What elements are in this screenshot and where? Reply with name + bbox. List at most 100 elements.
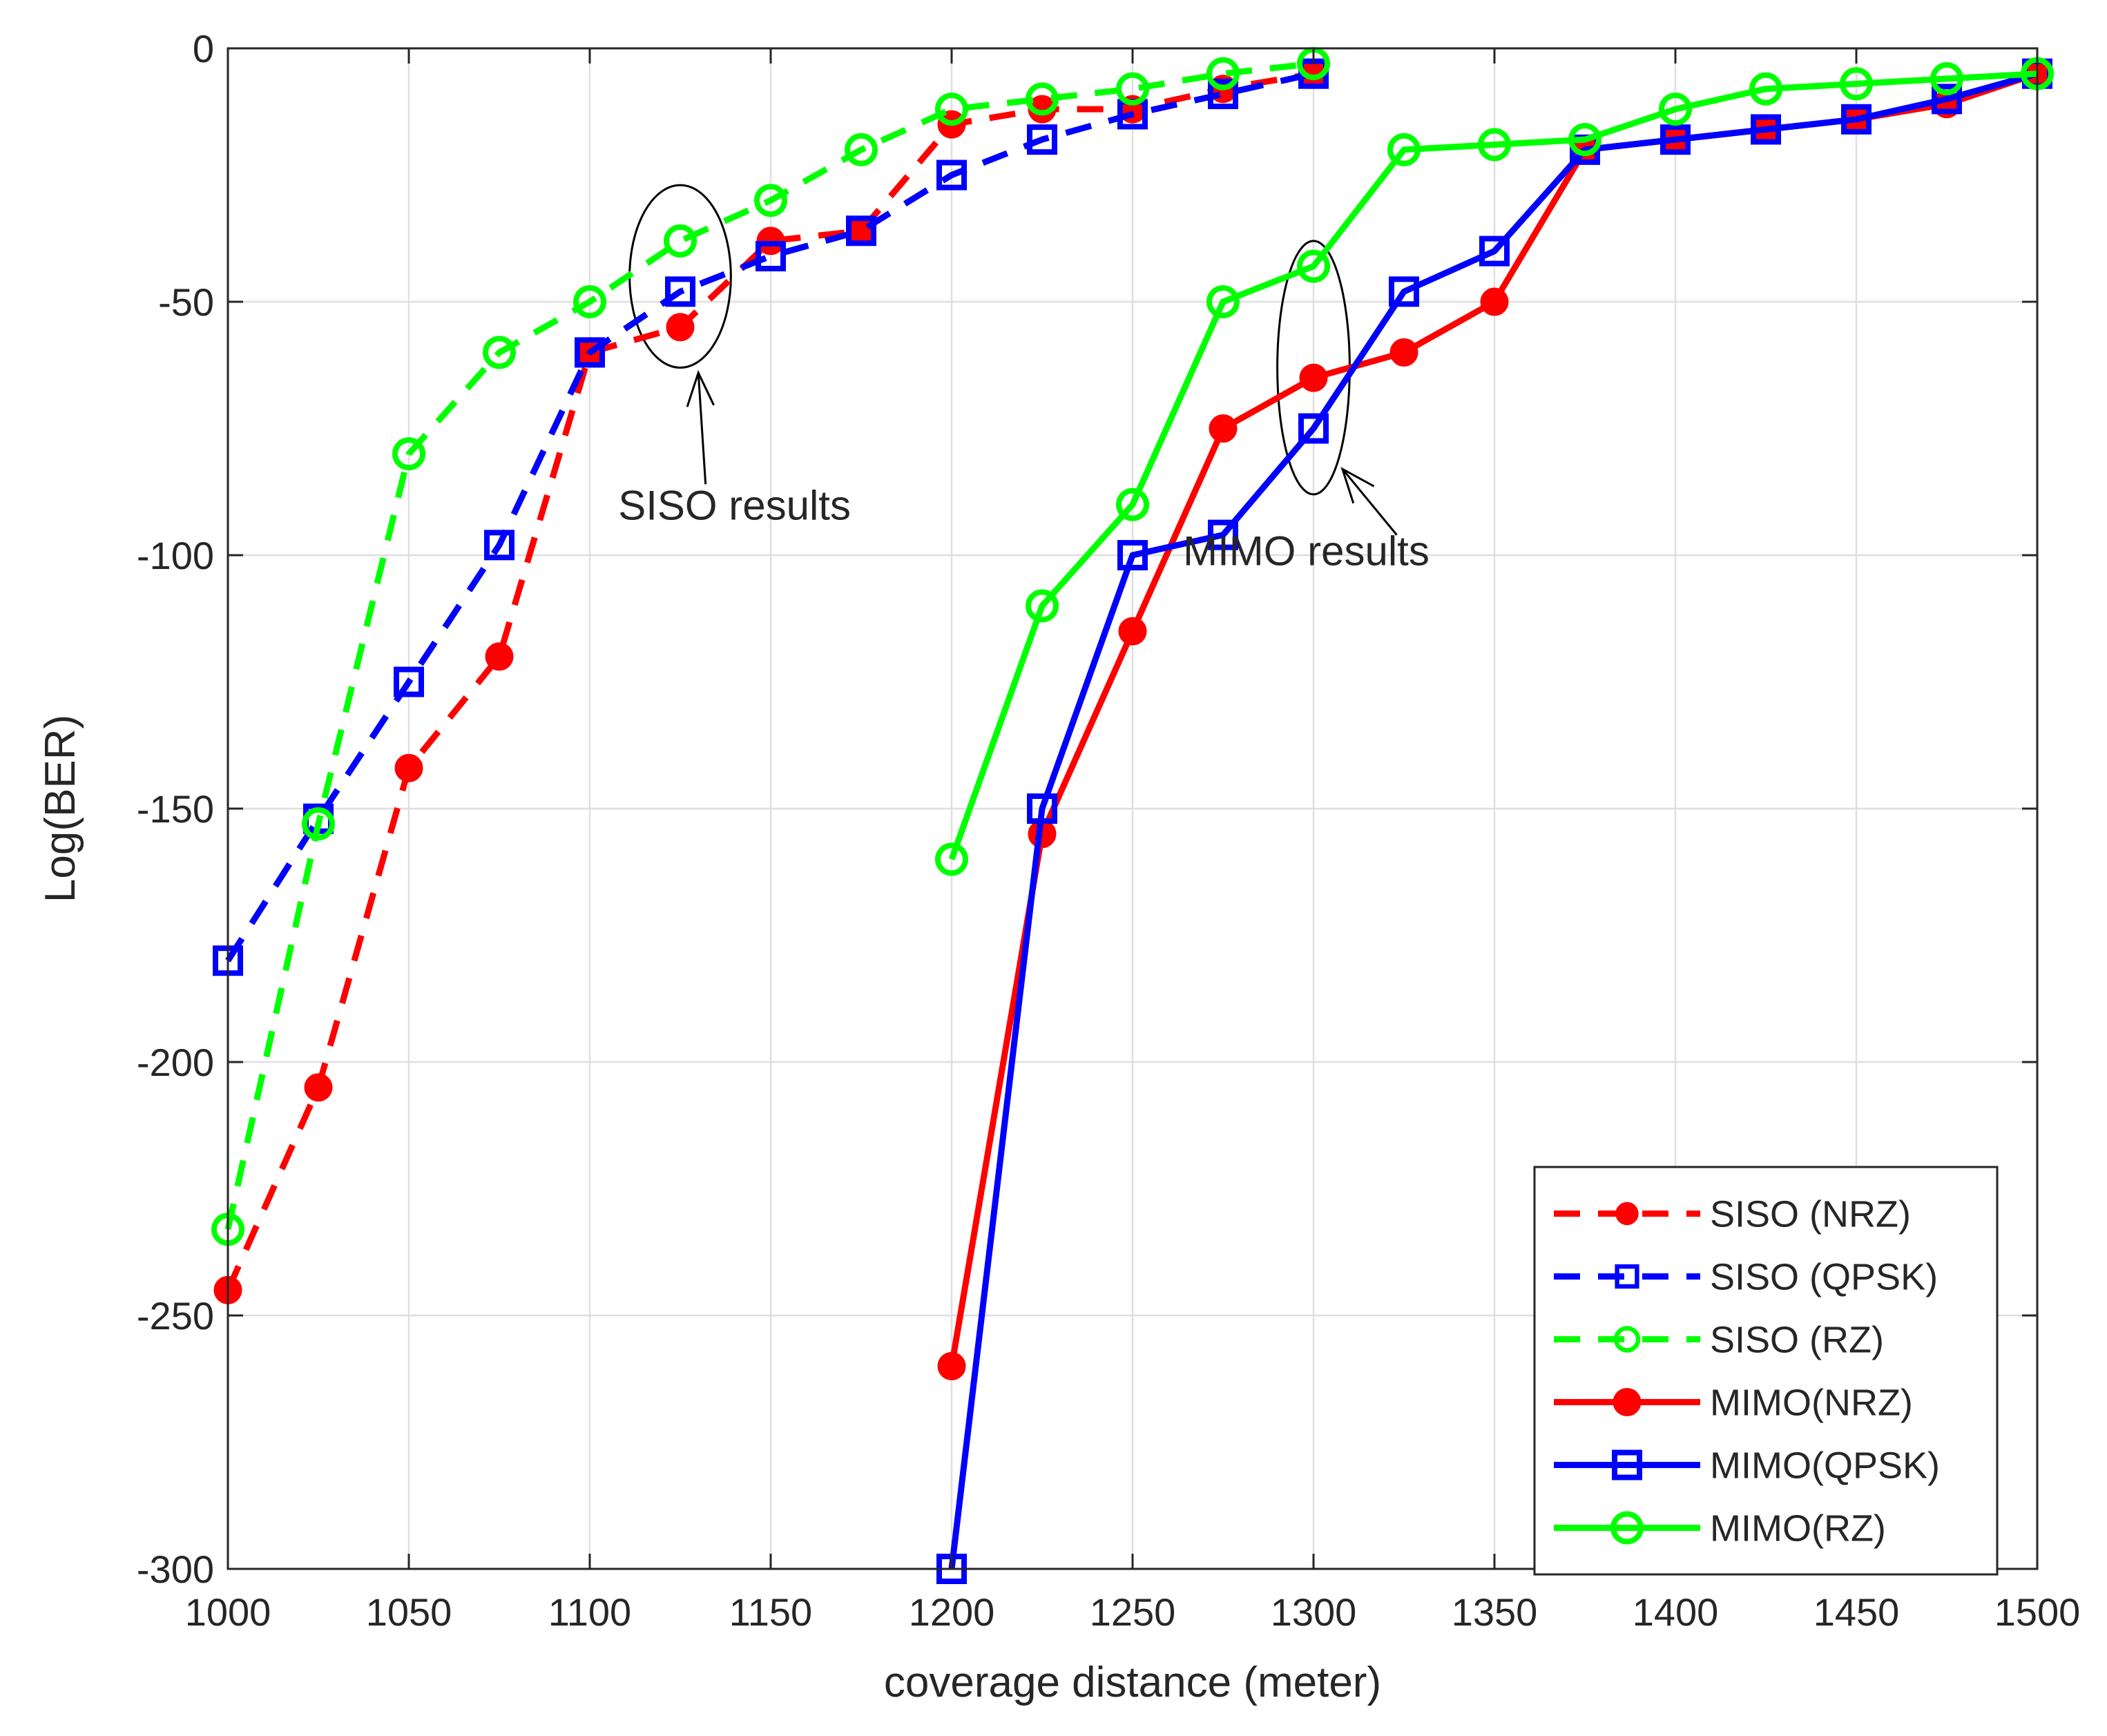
data-point-siso-nrz	[1028, 95, 1057, 124]
legend-label-siso-nrz: SISO (NRZ)	[1710, 1194, 1911, 1235]
data-point-mimo-qpsk	[1117, 540, 1148, 570]
data-point-siso-nrz	[666, 313, 695, 342]
data-point-mimo-rz	[1478, 128, 1511, 162]
series-siso-nrz	[213, 59, 1328, 1304]
series-line-siso-qpsk	[225, 70, 1314, 963]
data-point-siso-rz	[392, 437, 425, 471]
x-tick-label: 1050	[366, 1590, 452, 1634]
data-point-mimo-rz	[1206, 285, 1240, 318]
data-point-siso-qpsk	[936, 160, 967, 191]
data-point-mimo-rz	[1116, 488, 1149, 521]
x-tick-label: 1250	[1090, 1590, 1176, 1634]
data-point-siso-nrz	[394, 753, 423, 782]
series-line-mimo-qpsk	[948, 70, 2039, 1570]
annotation-arrowhead-siso	[686, 369, 715, 407]
y-tick-label: -250	[137, 1294, 214, 1338]
data-point-mimo-qpsk	[1298, 413, 1329, 444]
data-point-siso-rz	[935, 93, 968, 126]
y-tick-label: -100	[137, 534, 214, 577]
x-axis-label: coverage distance (meter)	[884, 1659, 1381, 1706]
data-point-mimo-qpsk	[1479, 235, 1510, 267]
legend-entry-mimo-nrz: MIMO(NRZ)	[1554, 1382, 1913, 1424]
data-point-mimo-rz	[935, 842, 968, 876]
annotation-arrowhead-mimo	[1340, 467, 1375, 504]
data-point-mimo-rz	[1026, 589, 1059, 623]
data-point-siso-rz	[1206, 57, 1240, 90]
data-point-mimo-qpsk	[1932, 84, 1962, 115]
legend-label-siso-rz: SISO (RZ)	[1710, 1320, 1884, 1361]
legend-entry-mimo-rz: MIMO(RZ)	[1554, 1508, 1886, 1550]
data-point-siso-nrz	[485, 642, 514, 671]
y-tick-label: -50	[158, 280, 214, 324]
legend-entry-siso-qpsk: SISO (QPSK)	[1554, 1257, 1938, 1298]
legend-entry-mimo-qpsk: MIMO(QPSK)	[1554, 1445, 1940, 1487]
data-point-siso-qpsk	[575, 337, 605, 368]
annotation-labels: SISO results MIMO results	[618, 483, 1430, 575]
legend-marker-mimo-qpsk	[1612, 1449, 1642, 1481]
data-point-mimo-rz	[1930, 62, 1963, 96]
series-line-siso-rz	[224, 60, 1314, 1231]
legend-label-mimo-qpsk: MIMO(QPSK)	[1710, 1445, 1940, 1487]
y-tick-label: -200	[137, 1041, 214, 1084]
data-point-siso-rz	[483, 336, 516, 369]
data-point-siso-rz	[1116, 72, 1149, 106]
data-point-mimo-nrz	[1389, 338, 1418, 367]
y-axis-label: Log(BER)	[37, 715, 84, 903]
x-tick-label: 1100	[548, 1590, 631, 1634]
data-point-mimo-nrz	[1480, 287, 1509, 316]
data-point-mimo-nrz	[1209, 414, 1238, 443]
data-point-siso-qpsk	[484, 530, 514, 561]
x-tick-label: 1300	[1271, 1590, 1357, 1634]
legend-marker-mimo-rz	[1610, 1511, 1644, 1545]
x-tick-label: 1150	[729, 1590, 812, 1634]
legend-entry-siso-nrz: SISO (NRZ)	[1554, 1194, 1911, 1235]
legend: SISO (NRZ) SISO (QPSK) SISO (RZ) MIMO(NRZ) M…	[1533, 1166, 1999, 1576]
legend-entry-siso-rz: SISO (RZ)	[1554, 1320, 1884, 1361]
axis-ticks: 1000 1050 1100 1150 1200 1250 1300 1350 1400 1450…	[137, 27, 2080, 1634]
legend-marker-mimo-nrz	[1613, 1388, 1642, 1416]
annotation-label-siso: SISO results	[618, 483, 851, 529]
data-point-mimo-rz	[1659, 93, 1692, 126]
x-tick-label: 1450	[1813, 1590, 1900, 1634]
data-point-siso-qpsk	[1208, 79, 1238, 110]
data-point-mimo-qpsk	[1027, 793, 1057, 824]
legend-marker-siso-rz	[1613, 1326, 1641, 1353]
data-point-mimo-rz	[1387, 133, 1421, 166]
y-tick-label: -300	[137, 1547, 214, 1591]
data-series	[211, 47, 2054, 1584]
legend-label-mimo-rz: MIMO(RZ)	[1710, 1508, 1886, 1550]
data-point-siso-rz	[1026, 82, 1059, 116]
data-point-siso-qpsk	[1027, 124, 1057, 155]
data-point-siso-rz	[845, 133, 878, 166]
data-point-siso-rz	[664, 224, 697, 258]
data-point-mimo-nrz	[1299, 363, 1328, 392]
x-tick-label: 1350	[1452, 1590, 1538, 1634]
x-tick-label: 1000	[185, 1590, 271, 1634]
y-tick-label: 0	[193, 27, 214, 70]
legend-label-mimo-nrz: MIMO(NRZ)	[1710, 1382, 1913, 1424]
annotation-arrow-siso	[697, 372, 707, 485]
data-point-mimo-rz	[1568, 123, 1601, 157]
y-tick-label: -150	[137, 787, 214, 831]
x-tick-label: 1500	[1994, 1590, 2081, 1634]
data-point-siso-qpsk	[394, 666, 424, 697]
data-point-siso-rz	[754, 184, 787, 218]
data-point-siso-nrz	[304, 1073, 333, 1102]
annotation-arrow-mimo	[1341, 468, 1398, 536]
data-point-mimo-qpsk	[1751, 114, 1781, 145]
data-point-mimo-qpsk	[1660, 124, 1691, 155]
series-line-mimo-rz	[948, 70, 2038, 860]
data-point-mimo-rz	[1840, 67, 1873, 101]
annotation-label-mimo: MIMO results	[1183, 528, 1430, 575]
legend-box	[1533, 1166, 1999, 1576]
data-point-mimo-rz	[1749, 72, 1782, 106]
data-point-siso-nrz	[756, 226, 785, 255]
data-point-mimo-qpsk	[1841, 104, 1872, 135]
data-point-siso-rz	[573, 285, 606, 318]
data-point-siso-qpsk	[846, 215, 876, 247]
legend-marker-siso-qpsk	[1615, 1264, 1639, 1289]
data-point-mimo-rz	[1297, 249, 1330, 283]
x-tick-label: 1400	[1633, 1590, 1719, 1634]
data-point-mimo-qpsk	[1389, 276, 1419, 307]
